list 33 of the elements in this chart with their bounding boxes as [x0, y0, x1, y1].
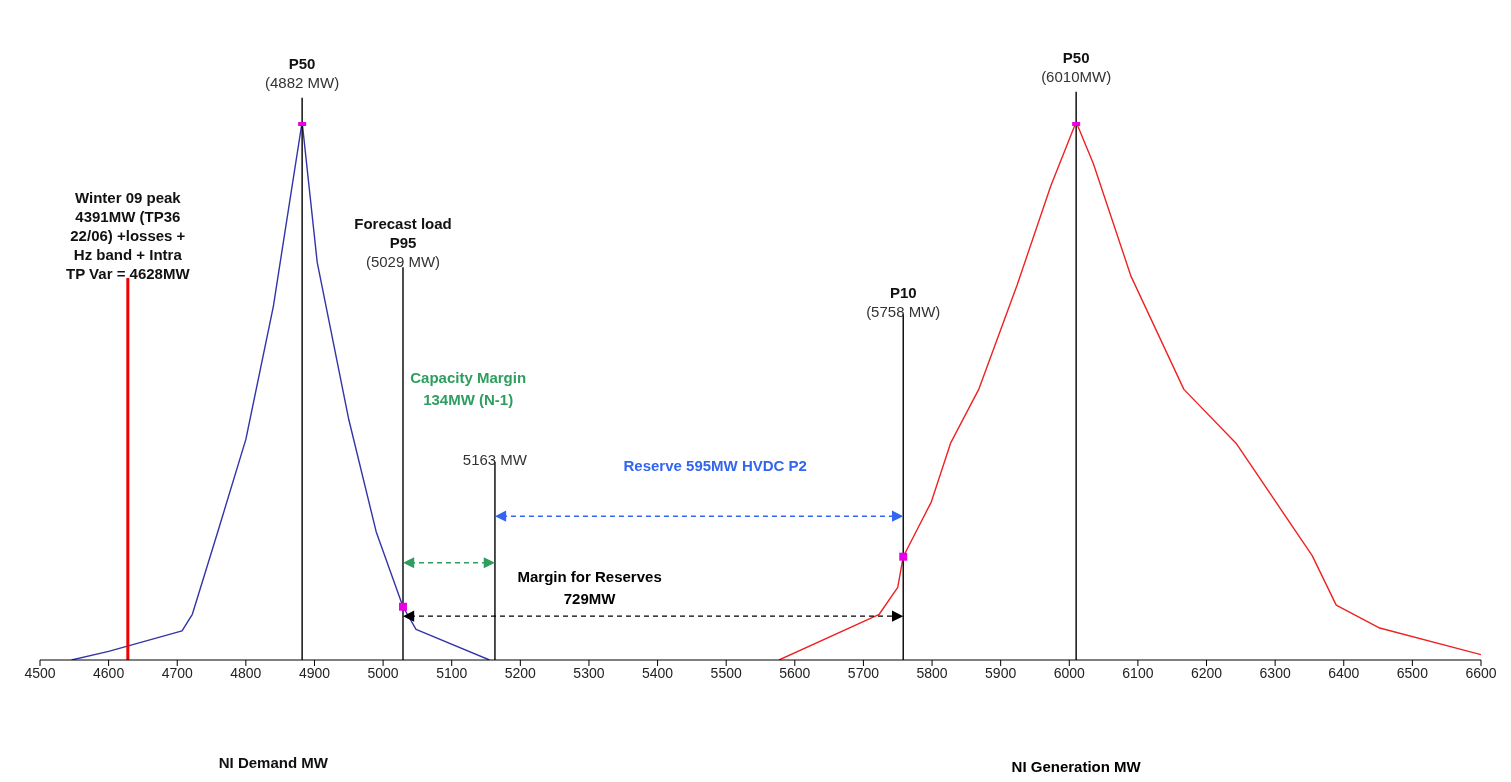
- ref-line-label: P50 (4882 MW): [265, 55, 340, 92]
- x-tick-label: 6400: [1328, 664, 1360, 681]
- x-tick-label: 4900: [298, 664, 331, 681]
- ref-line-label: Forecast load P95 (5029 MW): [354, 215, 452, 271]
- x-tick-label: 5800: [916, 664, 948, 681]
- annotation: Margin for Reserves 729MW: [517, 568, 662, 608]
- x-tick-label: 6000: [1053, 664, 1086, 681]
- x-tick-label: 6600: [1465, 664, 1497, 681]
- x-tick-label: 4700: [161, 664, 194, 681]
- x-tick-label: 5900: [985, 664, 1017, 681]
- x-tick-label: 6100: [1122, 664, 1154, 681]
- x-tick-label: 5600: [779, 664, 811, 681]
- x-tick-label: 6200: [1190, 664, 1223, 681]
- annotation: Capacity Margin 134MW (N-1): [410, 369, 527, 409]
- ref-line-label: 5163 MW: [462, 450, 528, 468]
- x-tick-label: 5300: [573, 664, 605, 681]
- annotation: Reserve 595MW HVDC P2: [623, 457, 807, 475]
- x-tick-label: 4800: [230, 664, 262, 681]
- x-tick-label: 4500: [24, 664, 56, 681]
- ref-line-label: Winter 09 peak 4391MW (TP36 22/06) +losses + Hz band + Intra TP Var = 4628MW: [66, 188, 191, 282]
- x-tick-label: 5200: [504, 664, 537, 681]
- ref-line-label: P10 (5758 MW): [866, 283, 941, 320]
- x-tick-label: 5400: [641, 664, 674, 681]
- x-axis-title: NI Demand MW: [218, 754, 329, 771]
- x-tick-label: 5700: [847, 664, 880, 681]
- x-tick-label: 5000: [367, 664, 399, 681]
- x-tick-label: 6300: [1259, 664, 1291, 681]
- x-tick-label: 5100: [436, 664, 468, 681]
- x-tick-label: 5500: [710, 664, 742, 681]
- ref-line-label: P50 (6010MW): [1041, 49, 1112, 86]
- x-tick-label: 4600: [93, 664, 125, 681]
- x-tick-label: 6500: [1396, 664, 1429, 681]
- text: NI Generation MW: [1011, 758, 1142, 775]
